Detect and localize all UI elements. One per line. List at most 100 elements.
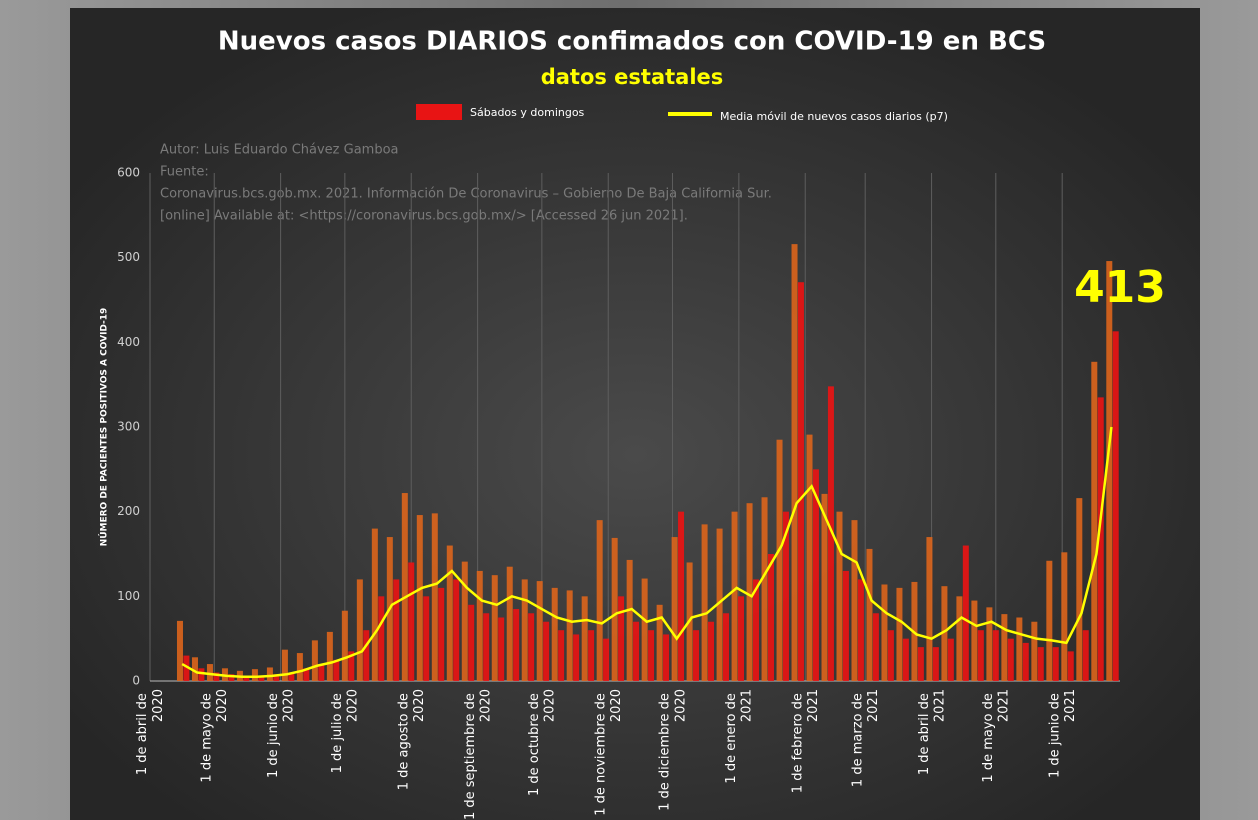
bar — [273, 674, 280, 681]
y-tick-label: 600 — [117, 166, 140, 180]
bar — [1067, 651, 1074, 681]
plot: 0 100 200 300 400 500 600 1 de abril de 2020 1 d… — [117, 166, 1120, 820]
bar — [708, 621, 715, 681]
bar — [1082, 630, 1089, 681]
x-tick-label: 1 de mayo de 2020 — [199, 689, 230, 783]
bar — [836, 511, 843, 681]
bar — [1061, 552, 1068, 681]
bar — [371, 528, 378, 681]
bar — [288, 672, 295, 681]
bar — [303, 668, 310, 681]
bar — [932, 647, 939, 681]
y-tick-label: 400 — [117, 335, 140, 349]
bar — [917, 647, 924, 681]
bar — [483, 613, 490, 681]
bar — [363, 630, 370, 681]
bar — [498, 617, 505, 681]
x-tick-label: 1 de diciembre de 2020 — [657, 689, 688, 811]
bar — [956, 596, 963, 681]
bar — [887, 630, 894, 681]
bar — [438, 587, 445, 681]
bar — [851, 520, 858, 681]
attribution: Fuente: — [160, 165, 209, 180]
plot-background — [70, 8, 1200, 820]
bar — [416, 515, 423, 681]
bar — [1022, 642, 1029, 681]
chart-title: Nuevos casos DIARIOS confimados con COVI… — [218, 27, 1046, 57]
bar — [468, 604, 475, 681]
bar — [941, 586, 948, 681]
bar — [453, 579, 460, 681]
bar — [461, 561, 468, 681]
bar — [408, 562, 415, 681]
x-tick-label: 1 de agosto de 2020 — [396, 689, 427, 790]
bar — [251, 669, 258, 681]
attribution: Coronavirus.bcs.gob.mx. 2021. Informació… — [160, 187, 772, 202]
bar — [821, 493, 828, 681]
bar — [1097, 397, 1104, 681]
legend-label: Media móvil de nuevos casos diarios (p7) — [720, 110, 948, 123]
x-tick-label: 1 de noviembre de 2020 — [593, 689, 624, 816]
bar — [881, 584, 888, 681]
y-tick-label: 300 — [117, 420, 140, 434]
bar — [296, 653, 303, 681]
bar — [1046, 560, 1053, 681]
x-tick-label: 1 de julio de 2020 — [330, 689, 361, 773]
x-tick-label: 1 de abril de 2021 — [916, 689, 947, 775]
legend-swatch — [416, 104, 462, 120]
bar — [842, 570, 849, 681]
bar — [558, 630, 565, 681]
bar — [588, 630, 595, 681]
bar — [401, 493, 408, 681]
bar — [356, 579, 363, 681]
bar — [506, 566, 513, 681]
bar — [378, 596, 385, 681]
bar — [536, 581, 543, 681]
annotation: 413 — [1074, 262, 1166, 313]
bar — [693, 630, 700, 681]
bar — [633, 621, 640, 681]
bar — [198, 668, 205, 681]
bar — [1076, 498, 1083, 681]
x-tick-label: 1 de octubre de 2020 — [527, 689, 558, 796]
bar — [513, 609, 520, 681]
bar — [866, 548, 873, 681]
y-tick-label: 200 — [117, 504, 140, 518]
bar — [1001, 614, 1008, 681]
bar — [618, 596, 625, 681]
bar — [258, 675, 265, 681]
bar — [603, 638, 610, 681]
bar — [243, 675, 250, 681]
bar — [656, 604, 663, 681]
bar — [521, 579, 528, 681]
bar — [791, 244, 798, 681]
bar — [333, 659, 340, 681]
bar — [986, 607, 993, 681]
bar — [902, 638, 909, 681]
bar — [926, 537, 933, 681]
bar — [573, 634, 580, 681]
y-axis-label: NÚMERO DE PACIENTES POSITIVOS A COVID-19 — [98, 308, 110, 547]
bar — [281, 649, 288, 681]
y-tick-label: 0 — [132, 674, 140, 688]
x-tick-label: 1 de mayo de 2021 — [981, 689, 1012, 783]
bar — [977, 630, 984, 681]
attribution: Autor: Luis Eduardo Chávez Gamboa — [160, 143, 399, 158]
bar — [348, 651, 355, 681]
bar — [857, 579, 864, 681]
bar — [1037, 647, 1044, 681]
y-tick-label: 500 — [117, 250, 140, 264]
bar — [971, 600, 978, 681]
bar — [228, 674, 235, 681]
bar — [752, 579, 759, 681]
bar — [737, 596, 744, 681]
bar — [431, 513, 438, 681]
bar — [626, 559, 633, 681]
bar — [1112, 331, 1119, 681]
bar — [797, 282, 804, 681]
bar — [311, 640, 318, 681]
bar — [827, 386, 834, 681]
bar — [678, 511, 685, 681]
bar — [1091, 361, 1098, 681]
bar — [423, 596, 430, 681]
